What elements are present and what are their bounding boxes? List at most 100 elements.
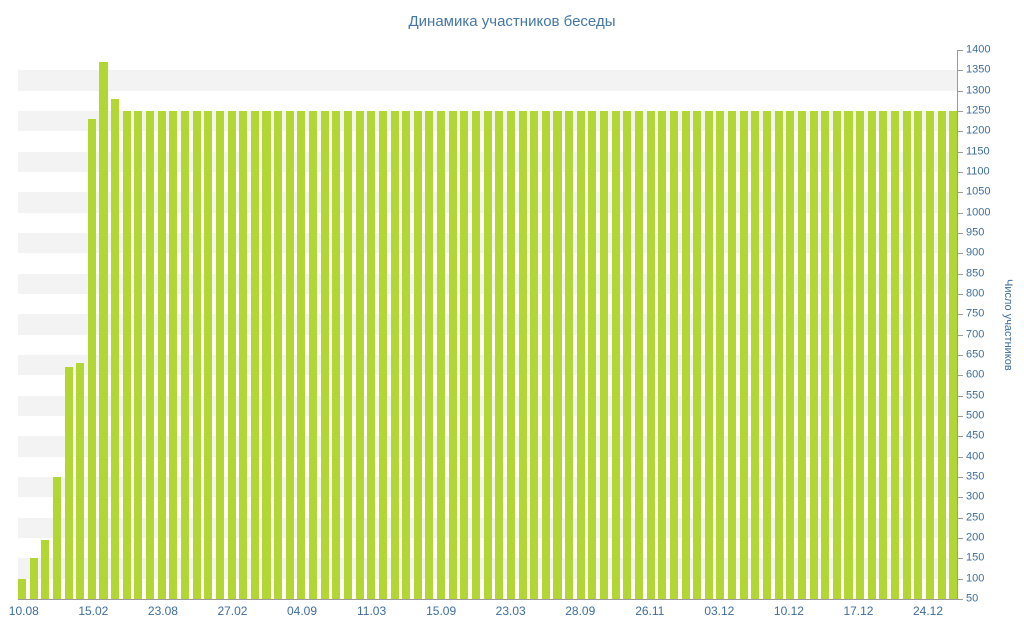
y-axis-tick-label: 1000 (966, 206, 991, 219)
y-axis-tick-label: 900 (966, 246, 985, 259)
bar (309, 111, 318, 599)
bar (658, 111, 667, 599)
y-axis-tick-label: 800 (966, 287, 985, 300)
y-axis-tick (957, 273, 963, 275)
y-axis-tick (957, 538, 963, 539)
bar (111, 98, 120, 599)
bar (320, 111, 329, 599)
bar (856, 111, 865, 599)
bar (646, 111, 655, 599)
bar (879, 111, 888, 599)
bar (297, 111, 306, 599)
x-axis-tick-label: 27.02 (217, 604, 248, 618)
bar (227, 111, 236, 599)
bar (425, 111, 434, 599)
bar (949, 111, 958, 599)
y-axis-line (957, 50, 958, 600)
bar (914, 111, 923, 599)
bar (809, 111, 818, 599)
bar (180, 111, 190, 599)
y-axis-tick-label: 300 (966, 490, 985, 503)
y-axis-tick-label: 1350 (966, 63, 991, 76)
y-axis-tick (957, 172, 963, 173)
bar (704, 111, 713, 599)
bar (937, 111, 946, 599)
y-axis-tick-label: 200 (966, 531, 985, 544)
bar (262, 111, 271, 599)
y-axis-tick (957, 151, 963, 153)
bar (763, 111, 772, 599)
x-axis-tick-label: 24.12 (913, 604, 944, 618)
bar (693, 111, 702, 599)
x-axis-labels: 10.08 15.02 23.08 27.02 04.09 11.03 15.09 23.03… (9, 604, 957, 618)
y-axis-tick (957, 233, 963, 234)
bar (530, 111, 539, 599)
y-axis-tick (957, 375, 963, 377)
y-axis-tick-label: 500 (966, 409, 985, 422)
x-axis-tick-label: 03.12 (704, 604, 735, 618)
y-axis-tick-label: 1250 (966, 104, 991, 117)
bar (367, 111, 376, 599)
x-axis-tick-label: 10.08 (8, 604, 39, 618)
y-axis-tick-label: 1050 (966, 185, 991, 198)
bar (448, 111, 457, 599)
bar (87, 119, 96, 599)
bar (274, 111, 283, 599)
y-axis-tick-label: 100 (966, 572, 985, 585)
y-axis-tick (957, 90, 963, 92)
y-axis-tick (957, 111, 963, 112)
bar (52, 477, 61, 599)
bar (925, 111, 935, 599)
bar (821, 111, 830, 599)
y-axis-tick (957, 50, 963, 51)
bar (157, 111, 166, 599)
bar (471, 111, 481, 599)
bar (378, 111, 387, 599)
x-axis-tick-label: 28.09 (565, 604, 596, 618)
bar (751, 111, 760, 599)
bar (134, 111, 143, 599)
bar (623, 111, 632, 599)
bar (600, 111, 609, 599)
bar (99, 62, 108, 599)
bar (215, 111, 224, 599)
bar (739, 111, 748, 599)
x-axis-tick-label: 17.12 (843, 604, 874, 618)
y-axis-tick-label: 50 (966, 592, 979, 605)
x-axis-tick-label: 11.03 (356, 604, 387, 618)
bar (390, 111, 399, 599)
bars (18, 50, 958, 599)
bar (728, 111, 737, 599)
bar (332, 111, 341, 599)
y-axis-tick (957, 131, 963, 133)
y-axis-tick (957, 599, 963, 600)
bar (483, 111, 492, 599)
x-axis-tick-label: 10.12 (773, 604, 804, 618)
bar (192, 111, 201, 599)
y-axis-tick (957, 355, 963, 356)
bar (146, 111, 155, 599)
y-axis-tick (957, 517, 963, 519)
bar (634, 111, 643, 599)
y-axis-tick-label: 850 (966, 267, 985, 280)
bar (285, 111, 294, 599)
bar (541, 111, 550, 599)
y-axis-tick-label: 950 (966, 226, 985, 239)
bar (495, 111, 504, 599)
bar (844, 111, 853, 599)
x-axis-tick-label: 15.02 (78, 604, 109, 618)
bar (64, 367, 73, 599)
bar (786, 111, 795, 599)
y-axis-tick (957, 456, 963, 458)
y-axis-tick-label: 1200 (966, 124, 991, 137)
bar (774, 111, 783, 599)
y-axis-tick-label: 1300 (966, 84, 991, 97)
bar (204, 111, 213, 599)
bar (41, 540, 50, 599)
y-axis-tick (957, 334, 963, 336)
y-axis-tick (957, 192, 963, 194)
bar (832, 111, 841, 599)
y-axis-tick (957, 395, 963, 397)
bar (355, 111, 364, 599)
x-axis-tick-label: 26.11 (635, 604, 665, 618)
